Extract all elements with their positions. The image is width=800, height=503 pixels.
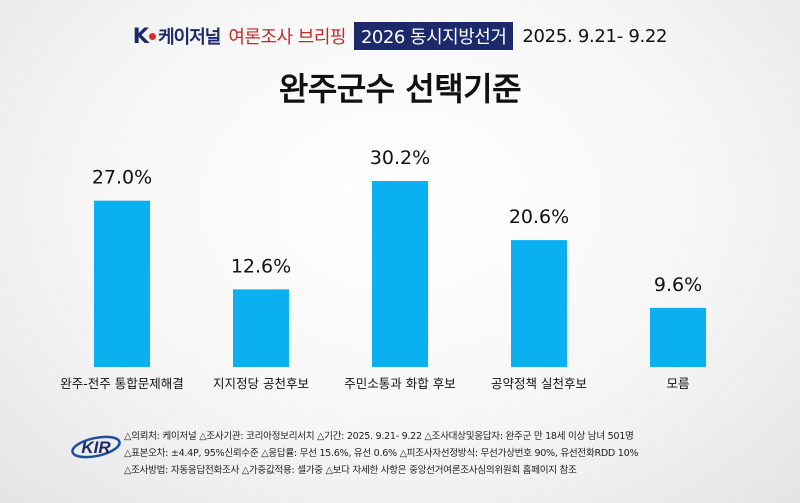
footer: KIR △의뢰처: 케이저널 △조사기관: 코리아정보리서치 △기간: 2025… bbox=[0, 420, 800, 480]
note-line-3: △조사방법: 자동응답전화조사 △가중값적용: 셀가중 △보다 자세한 사항은 … bbox=[124, 465, 577, 476]
value-label-3: 30.2% bbox=[370, 147, 430, 169]
brand-logo: K 케이저널 bbox=[132, 23, 222, 49]
bar-3 bbox=[372, 181, 428, 367]
brand-name: 케이저널 bbox=[158, 27, 221, 48]
note-line-1: △의뢰처: 케이저널 △조사기관: 코리아정보리서치 △기간: 2025. 9.… bbox=[124, 431, 634, 442]
bar-2 bbox=[233, 289, 289, 367]
value-label-5: 9.6% bbox=[654, 274, 702, 296]
header-bar: K 케이저널 여론조사 브리핑 2026 동시지방선거 2025. 9.21- … bbox=[0, 20, 800, 52]
note-line-2: △표본오차: ±4.4P, 95%신뢰수준 △응답률: 무선 15.6%, 유선… bbox=[124, 448, 639, 459]
chart-title: 완주군수 선택기준 bbox=[278, 70, 522, 108]
election-badge: 2026 동시지방선거 bbox=[353, 22, 514, 50]
category-label-2: 지지정당 공천후보 bbox=[213, 376, 309, 391]
category-label-5: 모름 bbox=[666, 376, 689, 391]
value-label-2: 12.6% bbox=[231, 255, 291, 277]
briefing-label: 여론조사 브리핑 bbox=[228, 27, 346, 48]
category-label-4: 공약정책 실천후보 bbox=[491, 376, 587, 391]
survey-dates: 2025. 9.21- 9.22 bbox=[522, 25, 668, 47]
survey-notes: △의뢰처: 케이저널 △조사기관: 코리아정보리서치 △기간: 2025. 9.… bbox=[124, 428, 794, 479]
kir-logo-icon: KIR bbox=[71, 435, 121, 459]
brand-dot-icon bbox=[149, 32, 157, 40]
kir-logo-text: KIR bbox=[81, 438, 111, 457]
value-label-1: 27.0% bbox=[92, 167, 152, 189]
bar-5 bbox=[650, 307, 706, 367]
brand-k: K bbox=[132, 24, 149, 48]
bar-1 bbox=[94, 200, 150, 367]
value-label-4: 20.6% bbox=[509, 206, 569, 228]
bar-4 bbox=[511, 240, 567, 367]
category-label-1: 완주-전주 통합문제해결 bbox=[60, 376, 183, 391]
category-label-3: 주민소통과 화합 후보 bbox=[344, 376, 455, 391]
